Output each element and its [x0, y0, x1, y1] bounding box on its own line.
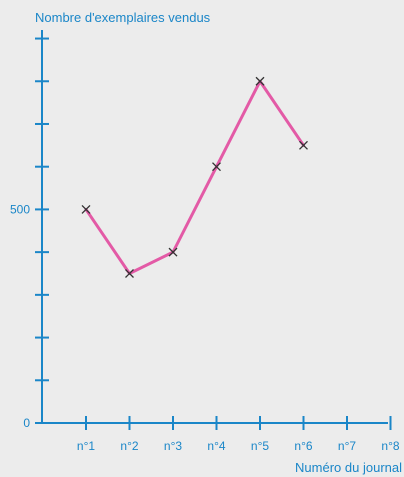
y-tick-label: 0 [23, 416, 30, 430]
x-tick-label: n°7 [338, 439, 356, 453]
x-tick-label: n°8 [381, 439, 399, 453]
x-tick-label: n°1 [77, 439, 95, 453]
data-point-marker [299, 140, 308, 150]
data-point-marker [255, 76, 265, 86]
x-tick-label: n°6 [294, 439, 312, 453]
x-ticks: n°1 n°2 n°3 n°4 n°5 n°6 n°7 n°8 [77, 416, 400, 453]
data-point-marker [168, 247, 178, 257]
data-point-marker [212, 162, 221, 172]
series-line [84, 79, 305, 275]
x-tick-label: n°2 [120, 439, 138, 453]
y-ticks: 0 500 [10, 37, 49, 430]
x-tick-label: n°5 [251, 439, 269, 453]
x-tick-label: n°4 [207, 439, 225, 453]
axes [41, 30, 388, 424]
x-axis-title: Numéro du journal [295, 460, 402, 475]
y-axis-title: Nombre d'exemplaires vendus [35, 10, 211, 25]
x-tick-label: n°3 [164, 439, 182, 453]
data-point-marker [125, 269, 134, 278]
series-layer [81, 76, 308, 278]
data-point-marker [81, 204, 91, 214]
y-tick-label: 500 [10, 202, 30, 216]
